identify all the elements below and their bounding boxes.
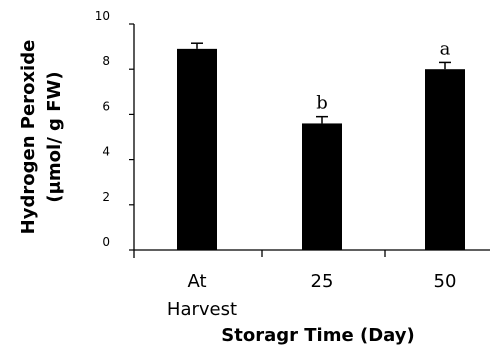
significance-letter: a xyxy=(440,38,451,59)
y-axis-title-group: Hydrogen Peroxide (μmol/ g FW) xyxy=(18,40,65,235)
y-tick-label: 6 xyxy=(102,99,110,113)
bar xyxy=(177,48,217,250)
x-tick-label: 50 xyxy=(434,271,457,292)
significance-letter: b xyxy=(316,93,328,114)
x-axis-category-labels: At Harvest 25 50 xyxy=(167,271,457,320)
y-tick-label: 2 xyxy=(102,190,110,204)
y-axis-ticks: 0 2 4 6 8 10 xyxy=(95,9,134,251)
y-tick-label: 4 xyxy=(102,145,110,159)
y-tick-label: 0 xyxy=(102,235,110,249)
bar xyxy=(425,69,465,250)
y-tick-label: 10 xyxy=(95,9,110,23)
x-axis-title: Storagr Time (Day) xyxy=(221,325,414,346)
x-tick-label: 25 xyxy=(311,271,334,292)
bar xyxy=(302,123,342,250)
x-tick-label: At Harvest xyxy=(167,271,237,320)
y-tick-label: 8 xyxy=(102,54,110,68)
y-axis-title: Hydrogen Peroxide (μmol/ g FW) xyxy=(18,40,65,235)
bars: ba xyxy=(177,38,465,250)
